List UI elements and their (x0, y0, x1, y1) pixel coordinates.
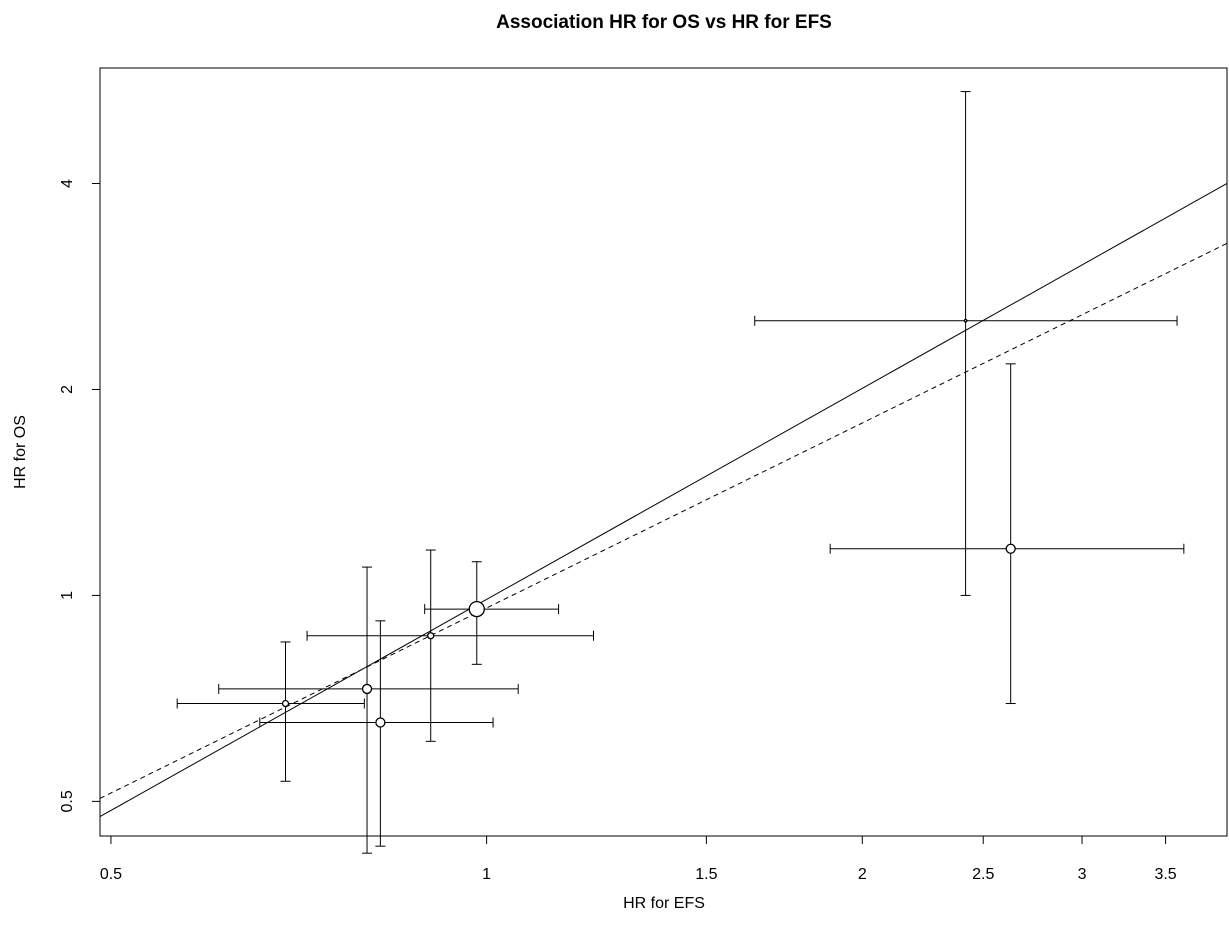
plot-area (99, 67, 1228, 837)
x-tick-label: 3 (1078, 866, 1087, 883)
x-tick-label: 1.5 (695, 866, 717, 883)
point-marker (375, 717, 386, 728)
data-point (754, 91, 1178, 596)
x-tick-label: 0.5 (100, 866, 122, 883)
x-tick-label: 2 (858, 866, 867, 883)
point-marker (1005, 543, 1016, 554)
point-marker (963, 318, 968, 323)
reference-lines (99, 183, 1228, 818)
y-axis-label: HR for OS (12, 415, 29, 489)
data-point (259, 620, 494, 847)
point-marker (361, 683, 373, 695)
reference-line-dashed (99, 242, 1228, 799)
data-point (218, 566, 519, 854)
x-axis: 0.5 1 1.5 2 2.5 3 3.5 (100, 836, 1177, 883)
y-tick-label: 0.5 (59, 790, 76, 812)
y-tick-label: 2 (59, 385, 76, 394)
data-point (306, 549, 594, 742)
point-marker (427, 632, 435, 640)
data-point (829, 363, 1185, 705)
y-tick-label: 4 (59, 179, 76, 188)
x-tick-label: 2.5 (972, 866, 994, 883)
x-axis-label: HR for EFS (623, 895, 705, 912)
y-tick-label: 1 (59, 591, 76, 600)
point-marker (281, 699, 290, 708)
data-point (176, 641, 365, 782)
chart-title: Association HR for OS vs HR for EFS (496, 12, 832, 33)
x-tick-label: 3.5 (1154, 866, 1176, 883)
y-axis: 0.5 1 2 4 (59, 179, 100, 812)
regression-line (99, 183, 1228, 818)
data-points (176, 91, 1185, 854)
point-marker (468, 600, 485, 618)
data-point (424, 561, 560, 665)
x-tick-label: 1 (482, 866, 491, 883)
